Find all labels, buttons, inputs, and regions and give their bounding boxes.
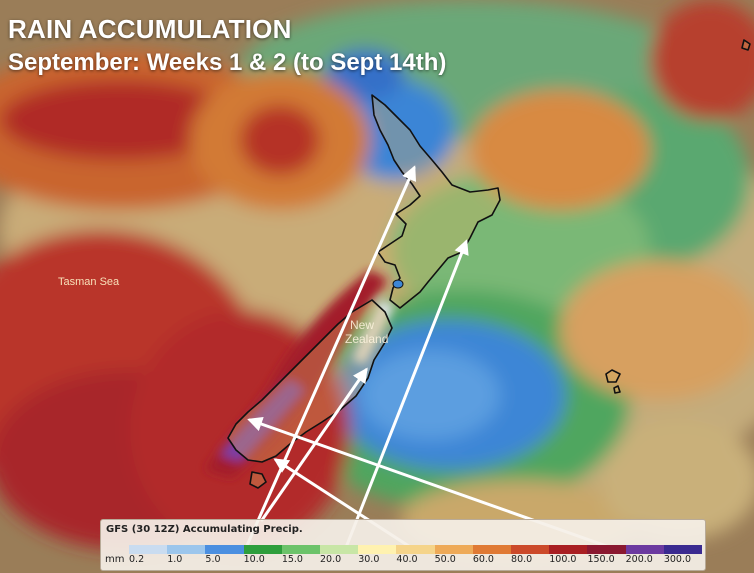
- legend-tick-label: 10.0: [243, 554, 265, 565]
- legend-ticks: 0.2 1.0 5.0 10.0 15.0 20.0 30.0 40.0 50.0 60.0 80.…: [129, 554, 702, 566]
- legend-tick-label: 30.0: [358, 554, 380, 565]
- legend-swatch: [167, 545, 206, 554]
- legend-tick-label: 300.0: [663, 554, 692, 565]
- tasman-sea-label: Tasman Sea: [58, 276, 120, 288]
- new-zealand-coastline: [227, 39, 751, 489]
- country-label-line2: Zealand: [345, 332, 389, 346]
- arrow-to-east-cape: [343, 239, 469, 552]
- legend-swatch: [663, 545, 703, 554]
- legend-swatch: [434, 545, 473, 554]
- legend-swatch: [281, 545, 321, 554]
- legend-swatch: [549, 545, 588, 554]
- map-title: RAIN ACCUMULATION: [8, 14, 292, 44]
- legend-swatch: [243, 545, 282, 554]
- legend-swatch: [625, 545, 664, 554]
- legend-tick-label: 1.0: [167, 554, 183, 565]
- legend-swatch: [587, 545, 626, 554]
- legend-swatch: [129, 545, 168, 554]
- legend-color-bar: [129, 545, 703, 554]
- legend-tick-label: 150.0: [587, 554, 615, 565]
- legend-tick-label: 50.0: [434, 554, 456, 565]
- precip-legend: GFS (30 12Z) Accumulating Precip. mm 0.2…: [100, 519, 706, 571]
- arrow-to-canterbury: [260, 367, 368, 522]
- legend-unit: mm: [105, 554, 125, 565]
- legend-swatch: [320, 545, 359, 554]
- legend-swatch: [511, 545, 550, 554]
- map-subtitle: September: Weeks 1 & 2 (to Sept 14th): [8, 49, 447, 76]
- legend-title: GFS (30 12Z) Accumulating Precip.: [106, 524, 303, 535]
- legend-swatch: [205, 545, 244, 554]
- legend-tick-label: 0.2: [129, 554, 145, 565]
- legend-tick-label: 100.0: [549, 554, 577, 565]
- legend-tick-label: 200.0: [625, 554, 653, 565]
- legend-tick-label: 60.0: [472, 554, 494, 565]
- country-label-line1: New: [350, 318, 375, 332]
- arrow-to-northland: [243, 165, 417, 552]
- legend-tick-label: 15.0: [281, 554, 303, 565]
- legend-tick-label: 20.0: [320, 554, 342, 565]
- legend-swatch: [396, 545, 435, 554]
- legend-tick-label: 40.0: [396, 554, 418, 565]
- title-block: RAIN ACCUMULATION September: Weeks 1 & 2…: [8, 14, 446, 77]
- legend-swatch: [472, 545, 512, 554]
- legend-tick-label: 80.0: [511, 554, 533, 565]
- legend-swatch: [358, 545, 397, 554]
- legend-tick-label: 5.0: [205, 554, 221, 565]
